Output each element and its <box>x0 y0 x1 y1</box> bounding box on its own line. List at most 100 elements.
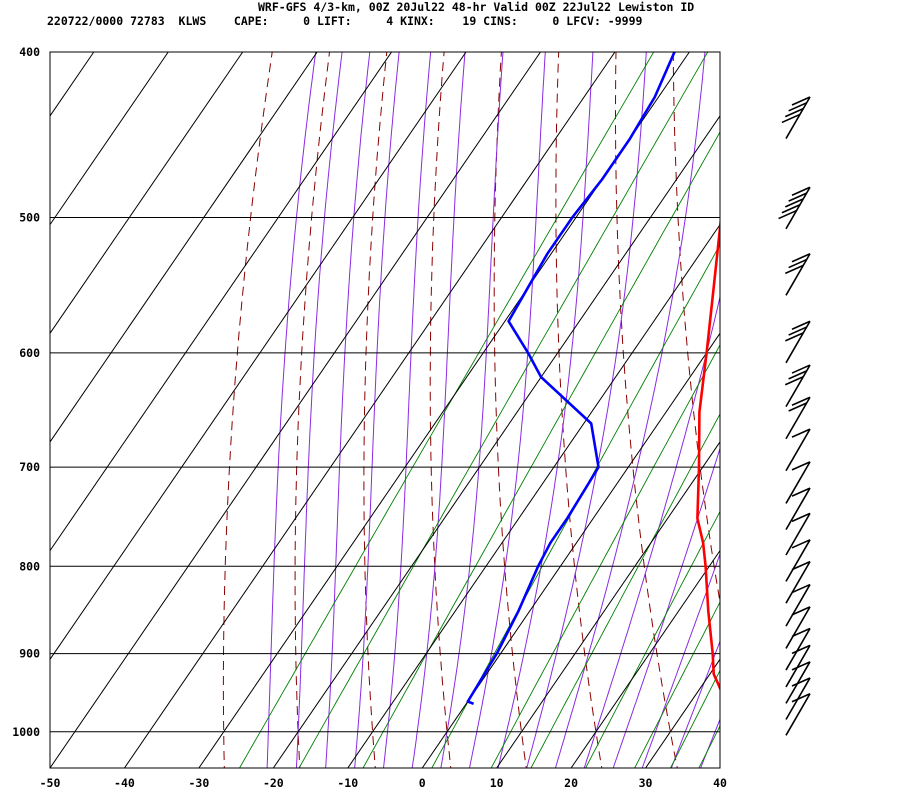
dry-adiabat <box>730 33 830 775</box>
barb-staff <box>785 487 811 531</box>
dry-adiabat <box>672 52 720 605</box>
moist-adiabat <box>266 52 317 768</box>
mixing-ratio-line <box>238 52 655 768</box>
barb-staff <box>785 461 811 504</box>
moist-adiabat <box>554 52 706 768</box>
barb-feather <box>791 320 811 330</box>
barb-feather <box>784 332 804 342</box>
wind-barb <box>785 583 811 627</box>
barb-feather <box>791 364 811 374</box>
y-tick-label: 1000 <box>12 725 40 739</box>
barb-feather <box>791 461 811 471</box>
barb-feather <box>791 96 811 106</box>
moist-adiabat <box>670 640 720 768</box>
dry-adiabat <box>555 52 603 768</box>
barb-staff <box>785 539 811 582</box>
barb-feather <box>791 487 811 497</box>
moist-adiabat <box>411 52 466 768</box>
moist-adiabat <box>295 52 343 768</box>
isotherm-line <box>645 659 721 769</box>
x-tick-label: -30 <box>188 776 209 790</box>
mixing-ratio-line <box>530 413 720 768</box>
wind-barb <box>785 428 811 472</box>
x-tick-label: 10 <box>490 776 504 790</box>
chart-title: WRF-GFS 4/3-km, 00Z 20Jul22 48-hr Valid … <box>258 0 695 14</box>
wind-barb <box>785 487 811 531</box>
barb-feather <box>788 258 807 269</box>
barb-staff <box>785 584 811 627</box>
mixing-ratio-line <box>698 724 720 768</box>
axis-ticks: -50 -40 -30 -20 -10 0 10 20 30 40 400 500 600 700 800 9… <box>12 45 727 790</box>
moist-adiabat <box>354 52 400 768</box>
barb-feather <box>788 402 807 412</box>
barb-feather <box>788 192 807 202</box>
barb-feather <box>791 661 811 671</box>
isotherm-line <box>49 51 95 117</box>
isotherm-line <box>49 51 467 660</box>
isotherm-line <box>272 115 721 769</box>
wind-barb <box>785 539 811 582</box>
wind-barb <box>785 461 811 504</box>
moist-adiabat <box>612 446 720 768</box>
wind-barb <box>784 320 811 364</box>
barb-feather <box>788 102 807 112</box>
barb-staff <box>785 561 811 604</box>
sounding-indices: 220722/0000 72783 KLWS CAPE: 0 LIFT: 4 K… <box>47 14 643 28</box>
x-tick-label: -50 <box>40 776 61 790</box>
dry-adiabat <box>844 33 900 775</box>
mixing-ratio-line <box>634 601 720 768</box>
mixing-ratio-line <box>669 669 720 768</box>
barb-staff <box>785 606 811 649</box>
mixing-ratio-line <box>298 52 709 768</box>
isotherm-isobar-grid <box>49 51 721 769</box>
isotherm-line <box>124 51 616 769</box>
moist-adiabat <box>497 52 594 768</box>
barb-feather <box>791 428 811 438</box>
barb-feather <box>781 113 801 124</box>
wind-barb <box>785 661 811 704</box>
y-tick-label: 900 <box>19 647 40 661</box>
wind-barb <box>785 606 811 649</box>
x-tick-label: -40 <box>114 776 135 790</box>
x-tick-label: -10 <box>337 776 358 790</box>
barb-feather <box>781 203 801 214</box>
barb-feather <box>791 253 811 263</box>
isotherm-line <box>49 51 318 443</box>
barb-feather <box>784 198 804 208</box>
temperature-profile <box>696 215 720 692</box>
mixing-ratio-line <box>585 510 720 768</box>
barb-feather <box>791 677 811 687</box>
plot-frame <box>49 51 721 769</box>
x-tick-label: 40 <box>713 776 727 790</box>
barb-feather <box>791 583 811 594</box>
dewpoint-profile <box>466 52 676 706</box>
moist-adiabat <box>325 52 371 768</box>
barb-staff <box>785 661 811 704</box>
barb-feather <box>791 539 811 549</box>
wind-barb <box>785 560 811 604</box>
moist-adiabat <box>641 552 720 768</box>
barb-feather <box>791 627 811 638</box>
y-tick-label: 700 <box>19 460 40 474</box>
moist-adiabat <box>382 52 432 768</box>
x-tick-label: 20 <box>564 776 578 790</box>
y-tick-label: 600 <box>19 346 40 360</box>
wind-barb <box>785 396 811 440</box>
barb-feather <box>778 209 797 220</box>
y-tick-label: 800 <box>19 559 40 573</box>
mixing-ratio-line <box>490 343 720 768</box>
wind-barb <box>785 693 811 736</box>
moist-adiabat <box>756 33 900 775</box>
dry-adiabat <box>363 52 388 768</box>
moist-adiabat <box>468 52 546 768</box>
wind-barb <box>785 677 811 720</box>
moist-adiabat <box>727 33 900 775</box>
barb-feather <box>791 644 811 655</box>
barb-staff <box>785 644 811 688</box>
barb-feather <box>791 396 811 406</box>
barb-feather <box>788 326 807 336</box>
wind-barb <box>785 627 811 671</box>
barb-staff <box>785 628 811 671</box>
y-tick-label: 500 <box>19 211 40 225</box>
